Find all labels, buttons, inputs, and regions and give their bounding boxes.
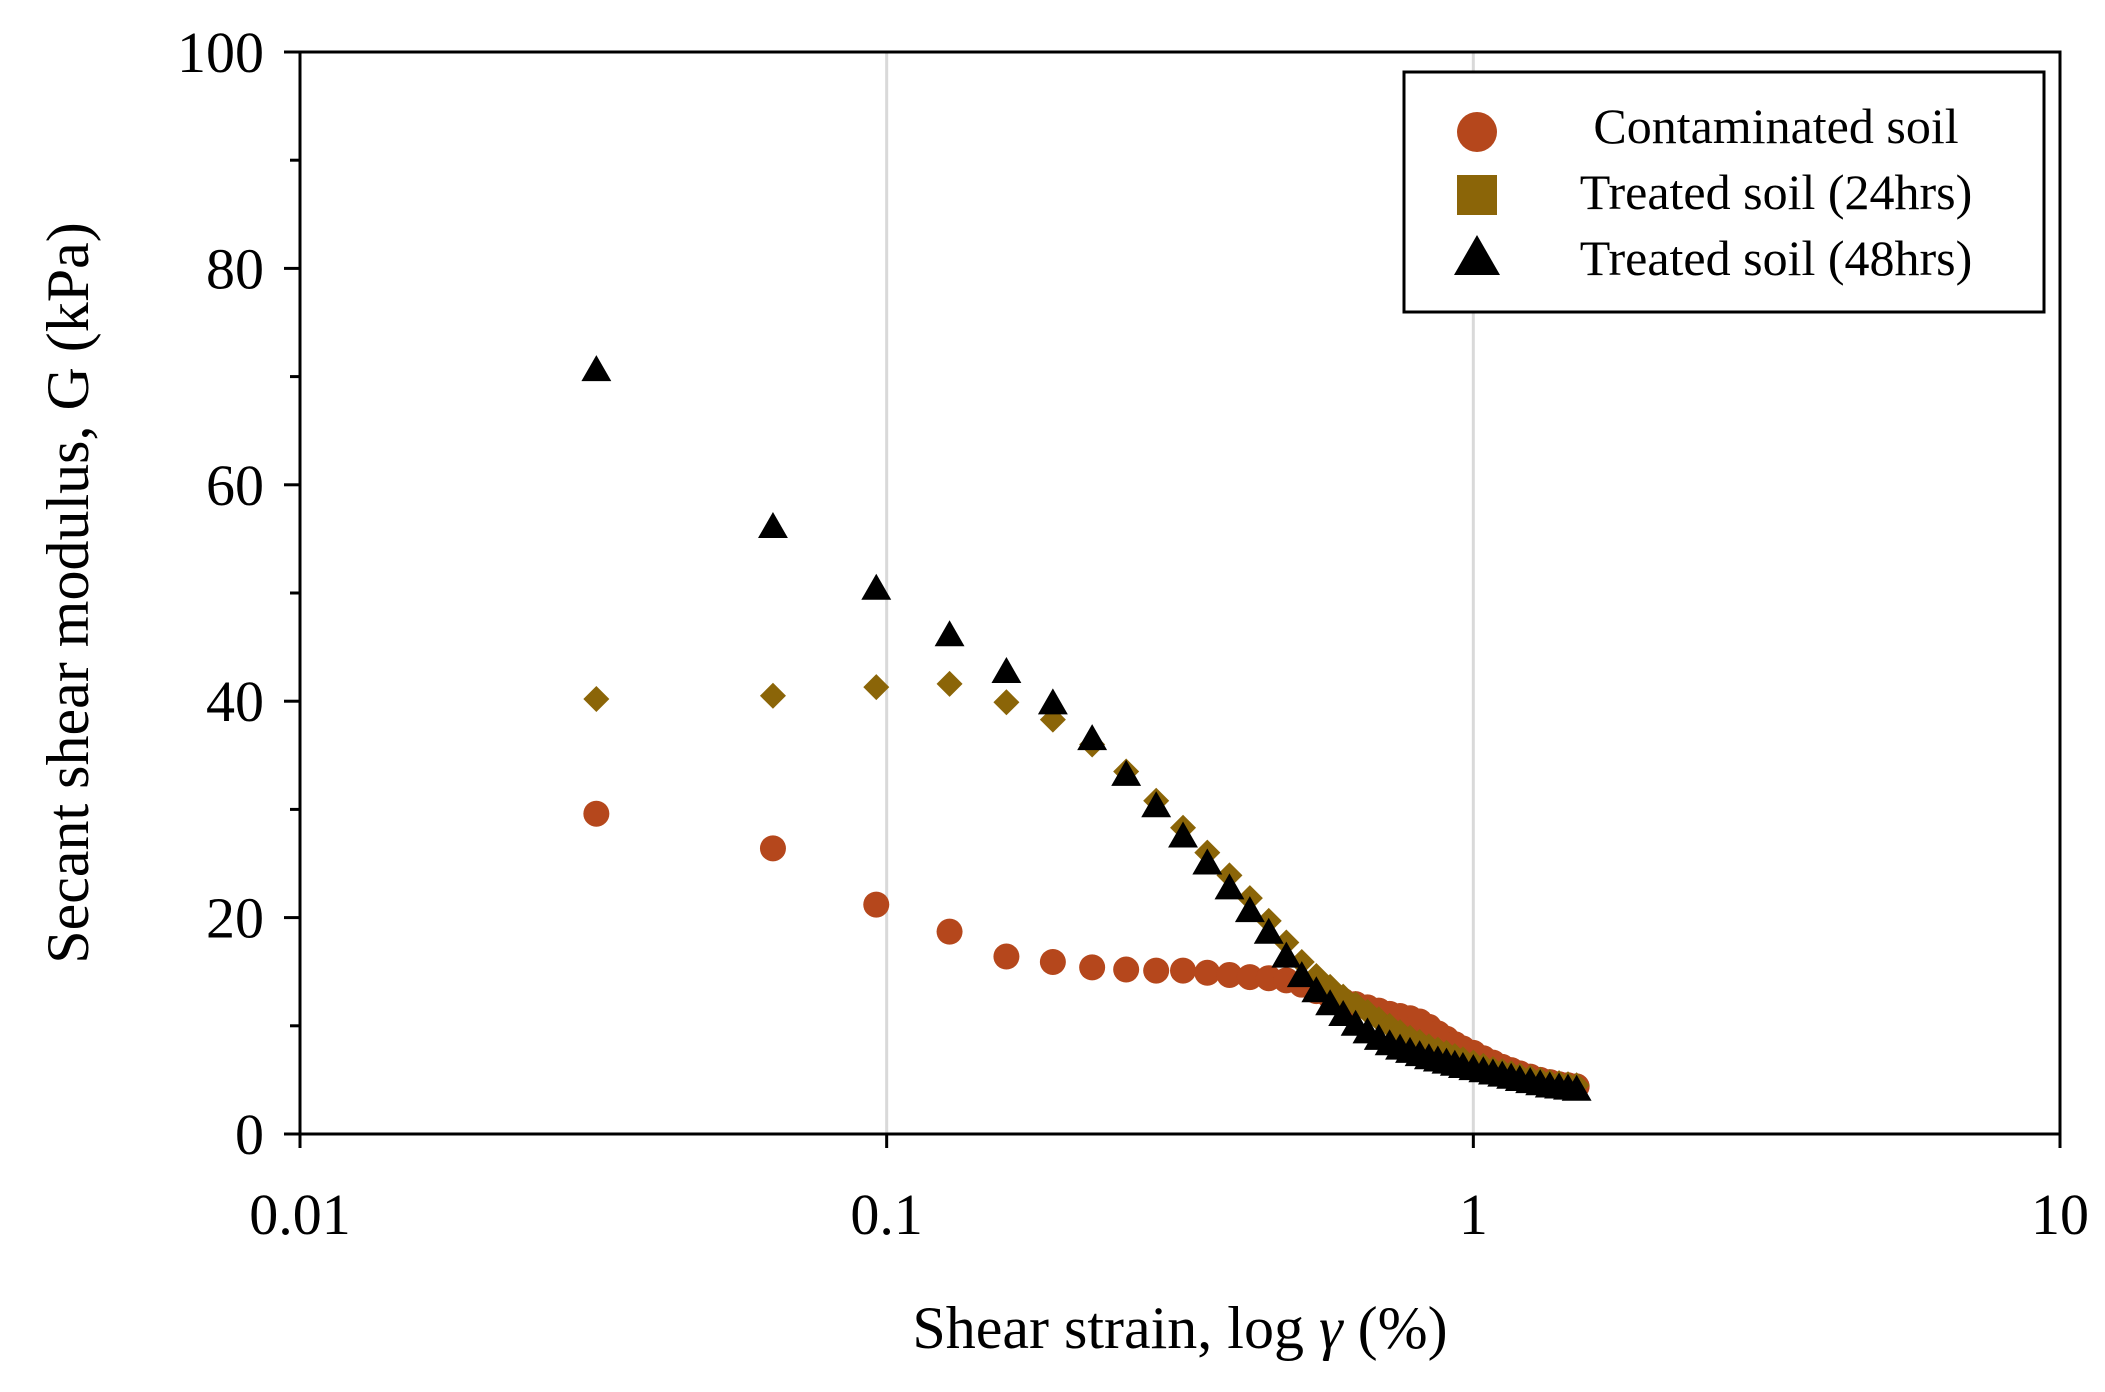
legend-marker-triangle bbox=[1454, 235, 1500, 275]
x-axis-title-unit: (%) bbox=[1343, 1295, 1448, 1361]
data-point bbox=[583, 686, 610, 713]
data-point bbox=[759, 835, 786, 862]
legend-label-treated-24hrs: Treated soil (24hrs) bbox=[1580, 164, 1973, 220]
data-point bbox=[583, 800, 610, 827]
data-point bbox=[1286, 961, 1317, 988]
data-series bbox=[581, 355, 1592, 1101]
data-point bbox=[993, 943, 1020, 970]
x-tick-label: 0.1 bbox=[850, 1182, 923, 1247]
data-point bbox=[1168, 821, 1198, 848]
data-point bbox=[1039, 948, 1066, 975]
data-point bbox=[936, 918, 963, 945]
data-point bbox=[1113, 956, 1140, 983]
legend-marker-square bbox=[1457, 175, 1497, 215]
data-point bbox=[1141, 791, 1172, 818]
data-point bbox=[758, 512, 788, 539]
data-point bbox=[934, 620, 965, 647]
data-point bbox=[1079, 954, 1106, 981]
y-tick-label: 100 bbox=[177, 20, 264, 85]
data-point bbox=[1561, 1074, 1592, 1101]
y-tick-label: 0 bbox=[235, 1102, 264, 1167]
data-point bbox=[1236, 964, 1263, 991]
data-point bbox=[1111, 759, 1142, 786]
x-tick-label: 10 bbox=[2031, 1182, 2089, 1247]
data-point bbox=[1301, 976, 1332, 1003]
x-tick-label: 1 bbox=[1459, 1182, 1488, 1247]
x-axis-title-main: Shear strain, log bbox=[912, 1295, 1319, 1361]
legend-marker-circle bbox=[1457, 112, 1497, 152]
legend: Contaminated soil Treated soil (24hrs) T… bbox=[1402, 70, 2046, 314]
data-point bbox=[1271, 941, 1302, 968]
x-axis-title-symbol: γ bbox=[1319, 1295, 1344, 1361]
legend-label-contaminated: Contaminated soil bbox=[1593, 98, 1958, 154]
data-point bbox=[863, 891, 890, 918]
y-tick-label: 60 bbox=[206, 453, 264, 518]
data-point bbox=[759, 682, 786, 709]
data-point bbox=[991, 657, 1022, 684]
data-point bbox=[1234, 896, 1265, 923]
data-point bbox=[1077, 724, 1108, 751]
x-tick-label: 0.01 bbox=[249, 1182, 351, 1247]
legend-label-treated-48hrs: Treated soil (48hrs) bbox=[1580, 230, 1973, 286]
data-point bbox=[993, 689, 1020, 716]
legend-markers bbox=[1454, 112, 1500, 275]
y-axis-title: Secant shear modulus, G (kPa) bbox=[35, 222, 101, 964]
data-point bbox=[1143, 957, 1170, 984]
y-tick-label: 40 bbox=[206, 669, 264, 734]
data-point bbox=[581, 355, 612, 382]
data-point bbox=[1194, 959, 1221, 986]
data-point bbox=[1315, 989, 1346, 1016]
data-point bbox=[1037, 688, 1068, 715]
y-tick-label: 20 bbox=[206, 886, 264, 951]
data-point bbox=[936, 670, 963, 697]
legend-box bbox=[1402, 70, 2046, 314]
data-point bbox=[1170, 957, 1197, 984]
data-point bbox=[861, 573, 892, 600]
data-point bbox=[1214, 873, 1245, 900]
data-point bbox=[1192, 848, 1223, 875]
data-point bbox=[1253, 917, 1284, 944]
series-2 bbox=[581, 355, 1592, 1101]
data-point bbox=[863, 674, 890, 701]
y-tick-label: 80 bbox=[206, 236, 264, 301]
x-axis-title: Shear strain, log γ (%) bbox=[912, 1295, 1447, 1361]
data-point bbox=[1216, 961, 1243, 988]
